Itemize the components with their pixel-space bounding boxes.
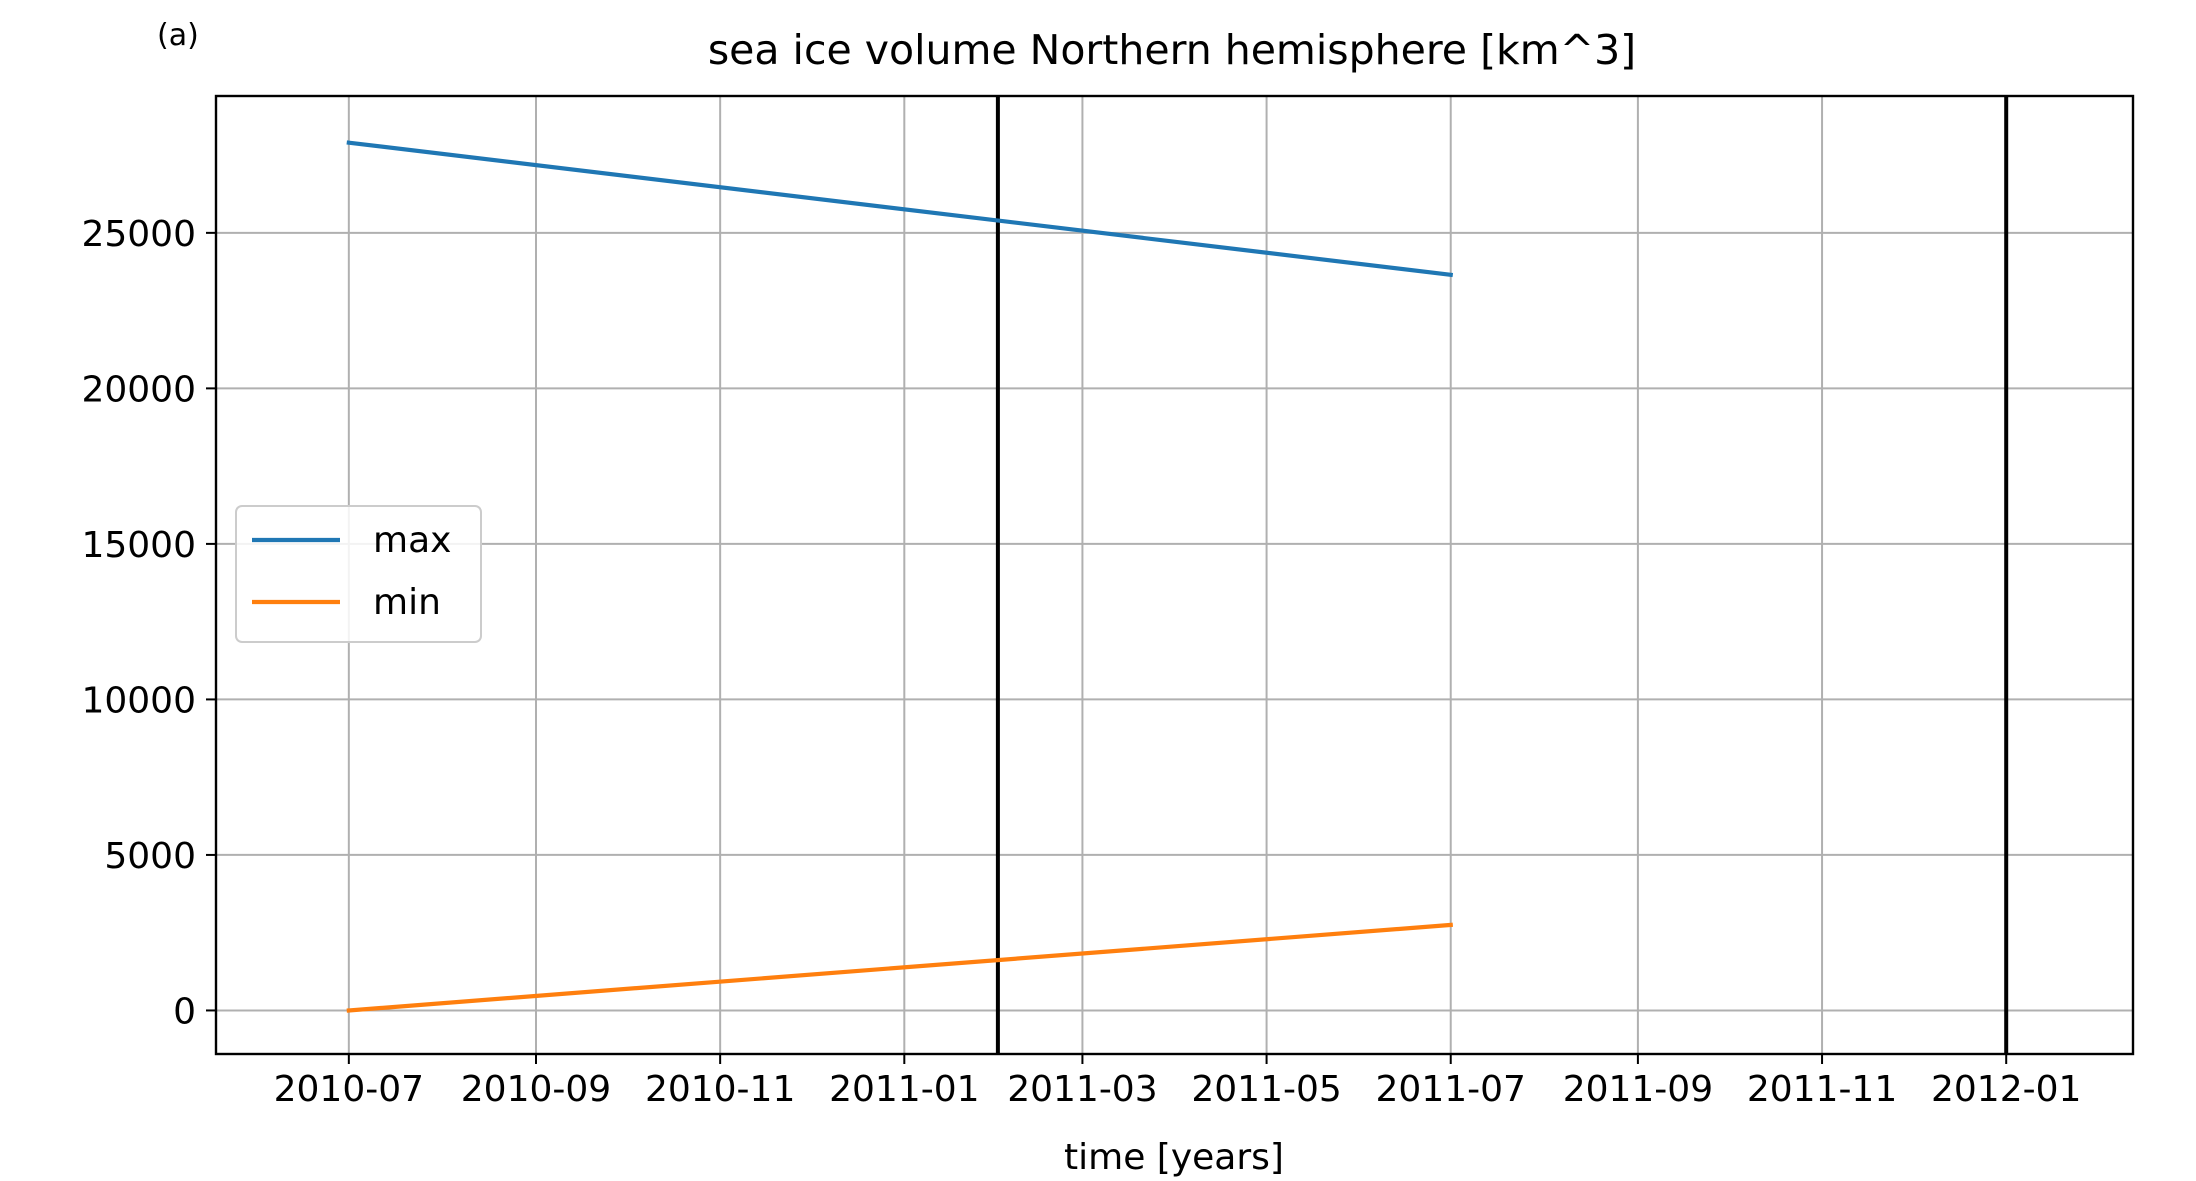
panel-label: (a): [157, 18, 199, 53]
x-tick-label: 2010-07: [274, 1069, 424, 1110]
reference-lines: [995, 96, 2009, 1054]
y-tick-label: 0: [173, 991, 196, 1032]
plot-frame: [214, 94, 2135, 1056]
y-tick-label: 5000: [104, 836, 196, 877]
x-axis-ticks: 2010-07 2010-09 2010-11 2011-01 2011-03 2011-…: [274, 1054, 2081, 1110]
y-tick-label: 15000: [81, 525, 196, 566]
x-tick-label: 2011-05: [1191, 1069, 1341, 1110]
y-axis-ticks: 0 5000 10000 15000 20000 25000: [81, 214, 216, 1032]
x-tick-label: 2011-09: [1563, 1069, 1713, 1110]
legend-label-max: max: [373, 520, 451, 561]
legend-label-min: min: [373, 582, 441, 623]
legend: max min: [235, 505, 482, 643]
series-lines: [346, 140, 1454, 1013]
x-tick-label: 2011-11: [1747, 1069, 1897, 1110]
series-line-max: [346, 140, 1454, 278]
y-tick-label: 20000: [81, 369, 196, 410]
y-tick-label: 25000: [81, 214, 196, 255]
series-line-min: [346, 922, 1453, 1013]
y-tick-label: 10000: [81, 680, 196, 721]
x-tick-label: 2012-01: [1931, 1069, 2081, 1110]
x-axis-label: time [years]: [1064, 1137, 1284, 1178]
x-tick-label: 2011-01: [829, 1069, 979, 1110]
x-tick-label: 2010-09: [461, 1069, 611, 1110]
x-tick-label: 2010-11: [645, 1069, 795, 1110]
x-tick-label: 2011-07: [1376, 1069, 1526, 1110]
chart-title: sea ice volume Northern hemisphere [km^3…: [708, 26, 1636, 74]
x-tick-label: 2011-03: [1007, 1069, 1157, 1110]
grid: [216, 96, 2133, 1054]
